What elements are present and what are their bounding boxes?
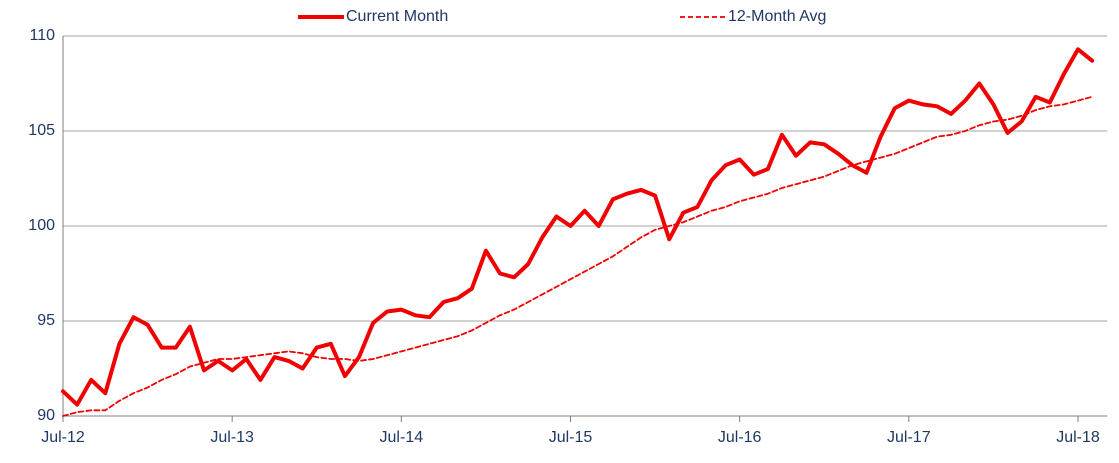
y-tick-label: 95 — [37, 312, 55, 329]
x-tick-label: Jul-15 — [549, 429, 593, 446]
y-tick-label: 105 — [28, 122, 55, 139]
x-tick-label: Jul-12 — [41, 429, 85, 446]
series-line — [61, 47, 1095, 407]
x-tick-label: Jul-17 — [887, 429, 931, 446]
x-tick-label: Jul-16 — [718, 429, 762, 446]
legend-label: Current Month — [346, 8, 448, 25]
x-tick-label: Jul-14 — [380, 429, 424, 446]
y-tick-label: 110 — [29, 27, 55, 44]
y-tick-label: 90 — [37, 407, 55, 424]
series-line — [62, 95, 1093, 417]
x-tick-label: Jul-13 — [210, 429, 254, 446]
x-tick-label: Jul-18 — [1056, 429, 1100, 446]
y-tick-label: 100 — [28, 217, 55, 234]
legend-label: 12-Month Avg — [728, 8, 826, 25]
